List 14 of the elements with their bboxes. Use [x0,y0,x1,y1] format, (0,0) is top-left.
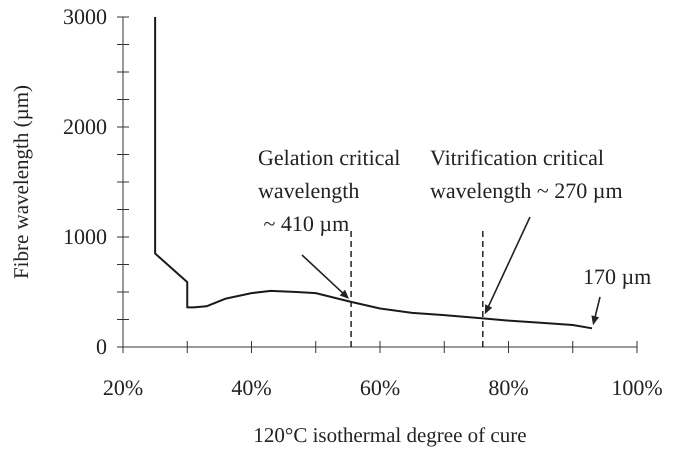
y-tick-label: 1000 [63,224,107,250]
x-tick-label: 100% [611,375,663,400]
x-axis-title: 120°C isothermal degree of cure [253,423,527,447]
x-tick-label: 60% [360,375,400,400]
annotation: Gelation critical wavelength ~ 410 µm [258,145,400,236]
x-tick-label: 20% [102,375,144,400]
annotation: 170 µm [583,264,652,289]
y-axis-title: Fibre wavelength (µm) [9,84,33,280]
y-tick-label: 0 [96,334,107,360]
y-tick-label: 2000 [63,114,107,140]
y-tick-label: 3000 [63,4,107,30]
x-tick-label: 40% [231,375,272,400]
annotation: Vitrification critical wavelength ~ 270 µm [430,145,623,203]
x-tick-label: 80% [488,375,529,400]
